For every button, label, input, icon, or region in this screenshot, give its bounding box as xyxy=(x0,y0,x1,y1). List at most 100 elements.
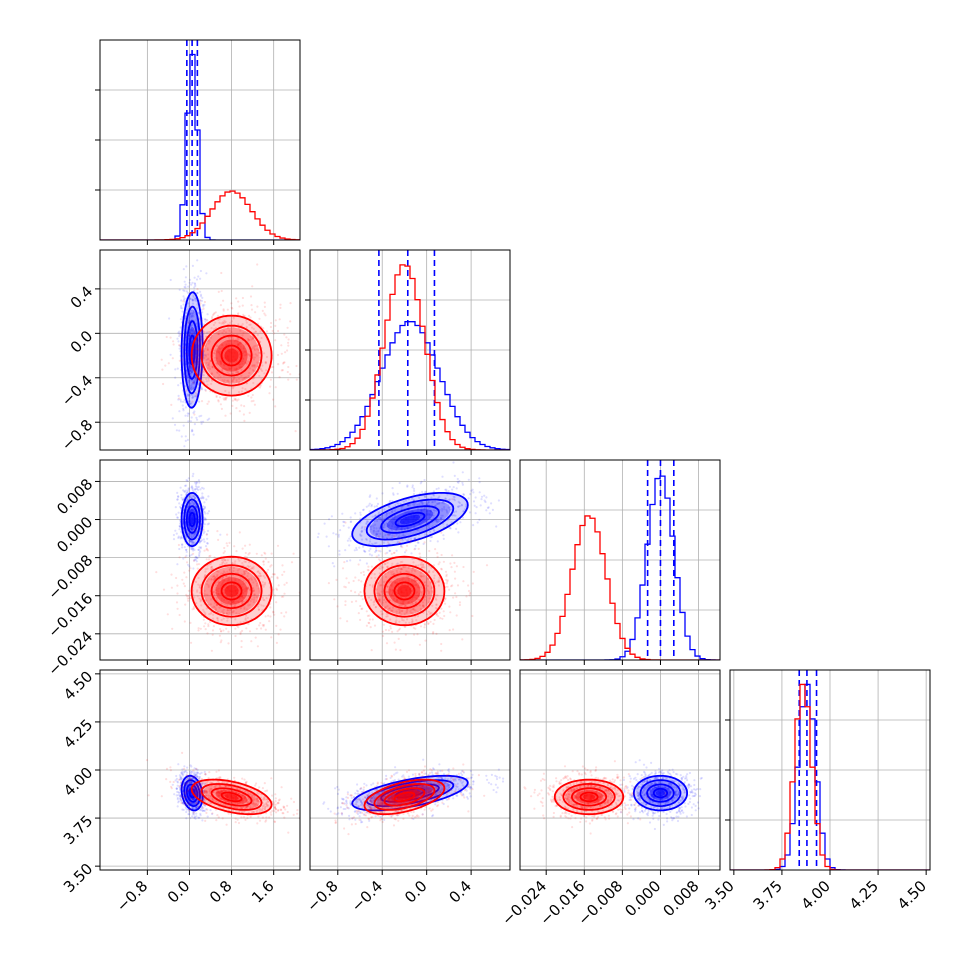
scatter-point xyxy=(394,582,397,585)
scatter-point xyxy=(245,321,248,324)
scatter-point xyxy=(375,505,378,508)
scatter-point xyxy=(237,342,240,345)
scatter-point xyxy=(185,479,188,482)
scatter-point xyxy=(424,490,427,493)
scatter-point xyxy=(406,485,409,488)
scatter-point xyxy=(246,337,250,340)
scatter-point xyxy=(230,604,233,607)
scatter-point xyxy=(220,583,224,586)
scatter-point xyxy=(196,288,199,291)
scatter-point xyxy=(201,809,204,812)
scatter-point xyxy=(255,354,259,357)
scatter-point xyxy=(256,348,259,351)
scatter-point xyxy=(457,500,460,503)
scatter-point xyxy=(189,402,192,405)
scatter-point xyxy=(472,570,475,574)
scatter-point xyxy=(194,361,197,364)
scatter-point xyxy=(238,341,242,344)
scatter-point xyxy=(426,513,429,517)
scatter-point xyxy=(184,484,188,487)
scatter-point xyxy=(191,500,194,503)
scatter-point xyxy=(190,394,193,397)
scatter-point xyxy=(420,566,423,569)
scatter-point xyxy=(209,359,212,362)
scatter-point xyxy=(253,345,256,348)
scatter-point xyxy=(200,400,204,403)
scatter-point xyxy=(180,777,183,780)
scatter-point xyxy=(272,365,275,369)
scatter-point xyxy=(235,297,238,300)
scatter-point xyxy=(428,590,431,593)
scatter-point xyxy=(369,626,372,629)
scatter-point xyxy=(237,600,240,603)
scatter-point xyxy=(193,497,197,500)
scatter-point xyxy=(207,558,211,561)
scatter-point xyxy=(190,500,193,503)
scatter-point xyxy=(200,422,203,425)
scatter-point xyxy=(415,584,418,587)
scatter-point xyxy=(195,487,198,490)
scatter-point xyxy=(214,359,217,362)
scatter-point xyxy=(203,789,206,793)
scatter-point xyxy=(426,513,429,516)
scatter-point xyxy=(251,566,254,569)
scatter-point xyxy=(402,500,405,503)
scatter-point xyxy=(175,787,178,791)
scatter-point xyxy=(418,586,421,589)
scatter-point xyxy=(401,539,404,542)
scatter-point xyxy=(395,529,398,532)
panel-frame xyxy=(99,39,301,241)
scatter-point xyxy=(377,554,380,557)
scatter-point xyxy=(443,508,446,511)
scatter-point xyxy=(404,605,407,608)
scatter-point xyxy=(198,389,201,392)
scatter-point xyxy=(189,781,192,784)
scatter-point xyxy=(248,552,251,555)
scatter-point xyxy=(354,512,357,515)
scatter-point xyxy=(187,594,190,598)
scatter-point xyxy=(198,584,202,587)
scatter-point xyxy=(241,360,244,363)
scatter-point xyxy=(250,577,253,580)
scatter-point xyxy=(206,523,209,526)
scatter-point xyxy=(247,394,250,397)
scatter-point xyxy=(253,364,256,367)
scatter-point xyxy=(246,360,249,363)
scatter-point xyxy=(176,584,179,587)
scatter-point xyxy=(238,366,241,369)
scatter-point xyxy=(191,298,194,301)
scatter-point xyxy=(192,772,195,775)
scatter-point xyxy=(440,607,443,610)
scatter-point xyxy=(228,336,231,339)
scatter-point xyxy=(259,575,262,578)
scatter-point xyxy=(270,636,273,639)
scatter-point xyxy=(422,604,425,607)
scatter-point xyxy=(177,495,180,498)
scatter-point xyxy=(217,399,220,402)
scatter-point xyxy=(255,579,258,583)
scatter-point xyxy=(391,570,394,573)
scatter-point xyxy=(207,358,210,361)
scatter-point xyxy=(384,601,388,604)
scatter-point xyxy=(289,373,292,376)
scatter-point xyxy=(425,510,429,513)
scatter-point xyxy=(199,599,202,602)
scatter-point xyxy=(237,398,240,401)
scatter-point xyxy=(179,795,182,798)
scatter-point xyxy=(193,541,196,544)
scatter-point xyxy=(182,489,185,492)
scatter-point xyxy=(193,379,196,382)
scatter-point xyxy=(189,384,192,387)
scatter-point xyxy=(455,510,458,513)
scatter-point xyxy=(347,581,350,584)
scatter-point xyxy=(393,641,396,644)
scatter-point xyxy=(387,571,390,574)
scatter-point xyxy=(199,290,202,293)
scatter-point xyxy=(372,529,376,532)
scatter-point xyxy=(426,620,429,623)
scatter-point xyxy=(418,643,421,646)
scatter-point xyxy=(219,304,222,307)
scatter-point xyxy=(282,595,285,598)
scatter-point xyxy=(199,347,202,350)
scatter-point xyxy=(188,366,192,369)
